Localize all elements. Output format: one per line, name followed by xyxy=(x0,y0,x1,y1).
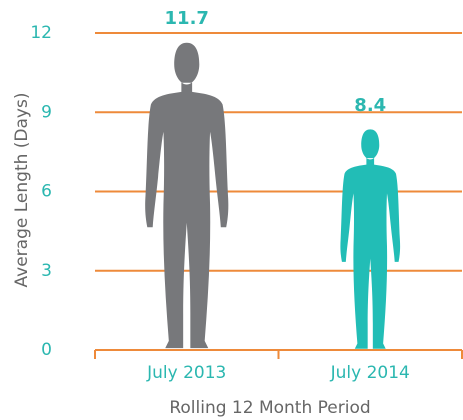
value-label: 8.4 xyxy=(354,95,386,116)
y-axis-title: Average Length (Days) xyxy=(12,93,32,288)
x-axis-title: Rolling 12 Month Period xyxy=(169,398,370,418)
y-tick-label: 6 xyxy=(41,182,52,202)
y-tick-label: 0 xyxy=(41,340,52,360)
value-label: 11.7 xyxy=(165,8,209,29)
x-tick-label: July 2014 xyxy=(330,363,410,383)
person-figure xyxy=(340,129,401,349)
y-tick-label: 12 xyxy=(30,23,52,43)
x-tick-label: July 2013 xyxy=(146,363,226,383)
y-tick-label: 3 xyxy=(41,261,52,281)
y-tick-label: 9 xyxy=(41,102,52,122)
person-figure xyxy=(145,42,229,349)
